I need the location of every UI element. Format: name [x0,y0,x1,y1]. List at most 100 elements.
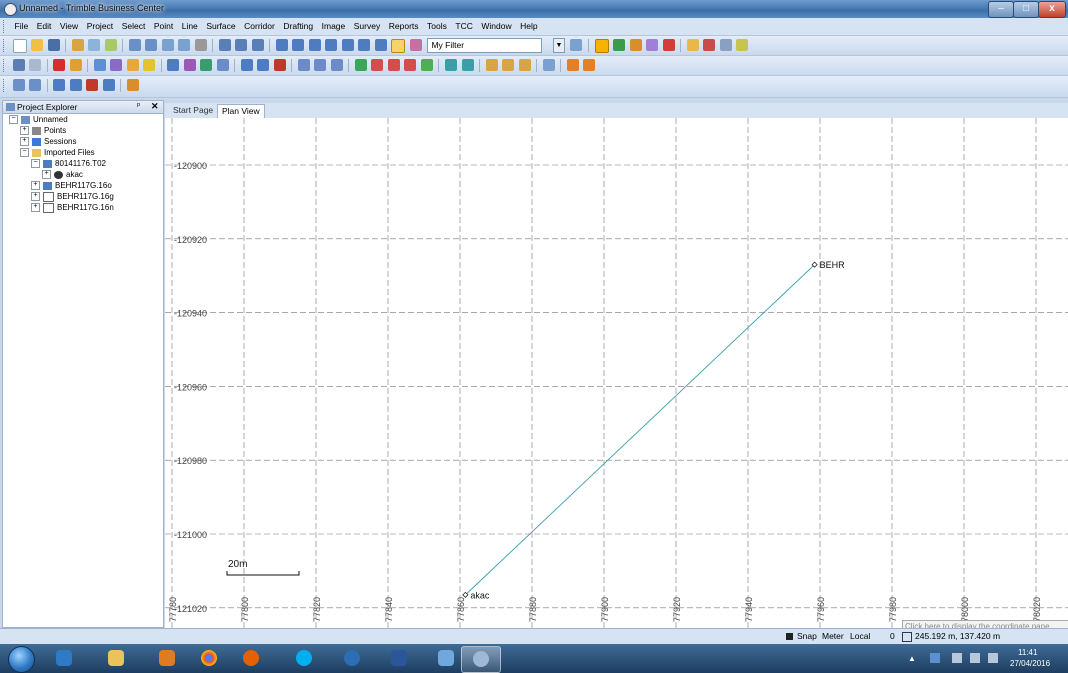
plan-view-icon[interactable] [53,79,66,91]
menu-drafting[interactable]: Drafting [283,21,314,31]
break-line-icon[interactable] [86,79,99,91]
view-pan-icon[interactable] [235,39,248,51]
gnss-icon[interactable] [240,59,253,71]
measure-point-icon[interactable] [719,39,732,51]
filter-settings-icon[interactable] [409,39,422,51]
menu-corridor[interactable]: Corridor [244,21,275,31]
expand-icon[interactable]: + [20,126,29,136]
process-baselines-icon[interactable] [200,59,213,71]
start-button[interactable] [8,646,35,673]
copy-icon[interactable] [69,59,82,71]
collapse-icon[interactable]: − [9,115,18,125]
network-report-icon[interactable] [273,59,286,71]
menu-line[interactable]: Line [181,21,198,31]
undo-icon[interactable] [12,59,25,71]
menu-project[interactable]: Project [86,21,114,31]
toolbar-grip[interactable] [3,39,7,52]
clear-selection-icon[interactable] [194,39,207,51]
expand-icon[interactable]: + [42,170,51,180]
zoom-extents-icon[interactable] [93,59,106,71]
site-calibration-icon[interactable] [257,59,270,71]
taskbar-outlook[interactable] [148,646,186,671]
plan-view[interactable]: -120900 -120920 -120940 -120960 -120980 -1210… [165,118,1068,628]
network-icon[interactable] [970,653,980,663]
area-icon[interactable] [502,59,515,71]
tree-item[interactable]: − Unnamed [9,114,68,125]
select-polygon-icon[interactable] [161,39,174,51]
create-point-icon[interactable] [110,59,123,71]
play-icon[interactable] [662,39,675,51]
snap-toggle[interactable]: Snap [797,631,817,641]
baseline-icon[interactable] [420,59,433,71]
select-all-icon[interactable] [178,39,191,51]
measure-angle-icon[interactable] [703,39,716,51]
menu-reports[interactable]: Reports [388,21,419,31]
grid-icon[interactable] [308,39,321,51]
menu-surface[interactable]: Surface [206,21,236,31]
clock-date[interactable]: 27/04/2016 [1010,659,1051,668]
list-icon[interactable] [358,39,371,51]
menu-tcc[interactable]: TCC [455,21,473,31]
drafting-icon[interactable] [566,59,579,71]
view-filter-select[interactable]: My Filter [427,38,543,53]
menu-view[interactable]: View [59,21,79,31]
view-filter-icon[interactable] [292,39,305,51]
layer-icon[interactable] [275,39,288,51]
expand-icon[interactable]: + [31,203,40,213]
units-indicator[interactable]: Meter [822,631,844,641]
delete-icon[interactable] [53,59,66,71]
menu-tools[interactable]: Tools [427,21,447,31]
point-label[interactable]: BEHR [820,260,846,270]
profile-icon[interactable] [542,59,555,71]
tab-plan-view[interactable]: Plan View [217,104,265,118]
tree-item[interactable]: + Sessions [20,136,76,147]
dimension-icon[interactable] [102,79,115,91]
import-icon[interactable] [71,39,84,51]
view-zoom-icon[interactable] [218,39,231,51]
taskbar-paint[interactable] [427,646,465,671]
export-icon[interactable] [88,39,101,51]
taskbar-trimble[interactable] [333,646,371,671]
table-icon[interactable] [341,39,354,51]
surface-icon[interactable] [613,39,626,51]
traverse-icon[interactable] [183,59,196,71]
close-button[interactable]: x [1038,1,1066,18]
menu-select[interactable]: Select [121,21,146,31]
pencil-icon[interactable] [143,59,156,71]
coordinate-icon[interactable] [902,632,912,642]
open-project-icon[interactable] [31,39,44,51]
tree-item[interactable]: + BEHR117G.16n [31,202,114,213]
export-data-icon[interactable] [461,59,474,71]
taskbar-skype[interactable] [285,646,323,671]
tree-item[interactable]: − 80141176.T02 [31,158,106,169]
snap-indicator-icon[interactable] [786,633,793,640]
windows-flag-icon[interactable] [930,653,940,663]
taskbar-tbc[interactable] [461,646,501,673]
save-icon[interactable] [47,39,60,51]
measure-distance-icon[interactable] [686,39,699,51]
occupation-icon[interactable] [314,59,327,71]
cogo-icon[interactable] [167,59,180,71]
add-target-icon[interactable] [387,59,400,71]
menu-help[interactable]: Help [520,21,538,31]
maximize-button[interactable]: □ [1013,1,1039,18]
select-window-icon[interactable] [145,39,158,51]
explorer-close-button[interactable]: ✕ [151,101,159,111]
expand-icon[interactable]: + [20,137,29,147]
help-icon[interactable] [736,39,749,51]
image-icon[interactable] [629,39,642,51]
measure-tool-icon[interactable] [69,79,82,91]
tree-item[interactable]: + BEHR117G.16g [31,191,114,202]
taskbar-ie[interactable] [45,646,83,671]
cad-icon[interactable] [646,39,659,51]
create-line-icon[interactable] [126,59,139,71]
volume-icon[interactable] [518,59,531,71]
view-filter-manager-icon[interactable] [391,39,406,53]
coordinate-system-indicator[interactable]: Local [850,631,871,641]
properties-icon[interactable] [325,39,338,51]
clock-time[interactable]: 11:41 [1018,648,1038,657]
project-settings-icon[interactable] [104,39,117,51]
view-3d-icon[interactable] [251,39,264,51]
menu-survey[interactable]: Survey [353,21,381,31]
expand-icon[interactable]: + [31,192,40,202]
